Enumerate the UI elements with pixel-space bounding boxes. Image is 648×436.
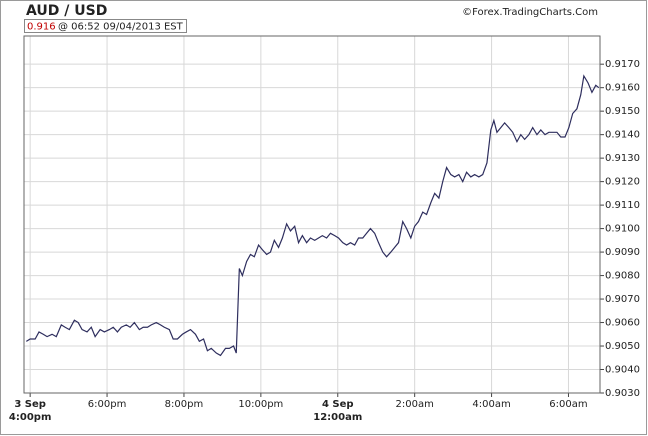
x-tick-label: 4:00am [472, 399, 510, 410]
y-tick-label: 0.9040 [605, 365, 640, 376]
y-tick-label: 0.9130 [605, 153, 640, 164]
y-tick-label: 0.9030 [605, 388, 640, 399]
y-tick-label: 0.9070 [605, 294, 640, 305]
stamp-box [24, 19, 187, 33]
x-tick-label: 8:00pm [165, 399, 204, 410]
y-tick-label: 0.9160 [605, 83, 640, 94]
y-tick-label: 0.9100 [605, 224, 640, 235]
y-tick-label: 0.9050 [605, 341, 640, 352]
credit: ©Forex.TradingCharts.Com [462, 7, 598, 18]
y-tick-label: 0.9060 [605, 318, 640, 329]
x-tick-label: 4:00pm [9, 412, 51, 423]
x-tick-date: 4 Sep [322, 399, 354, 410]
chart-title: AUD / USD [26, 3, 107, 19]
plot-border [23, 35, 601, 394]
x-tick-label: 10:00pm [238, 399, 283, 410]
y-tick-label: 0.9080 [605, 271, 640, 282]
price-line [25, 74, 600, 357]
x-tick-label: 6:00pm [88, 399, 127, 410]
plot-area [24, 36, 600, 393]
y-tick-label: 0.9150 [605, 106, 640, 117]
y-tick-label: 0.9110 [605, 200, 640, 211]
x-tick-label: 2:00am [396, 399, 434, 410]
y-tick-label: 0.9090 [605, 247, 640, 258]
x-tick-label: 12:00am [313, 412, 362, 423]
last-price: 0.916 [27, 22, 56, 33]
y-tick-label: 0.9120 [605, 177, 640, 188]
y-tick-label: 0.9140 [605, 130, 640, 141]
x-tick-label: 6:00am [549, 399, 587, 410]
stamp: @ 06:52 09/04/2013 EST [58, 22, 184, 33]
x-tick-date: 3 Sep [14, 399, 46, 410]
y-tick-label: 0.9170 [605, 59, 640, 70]
